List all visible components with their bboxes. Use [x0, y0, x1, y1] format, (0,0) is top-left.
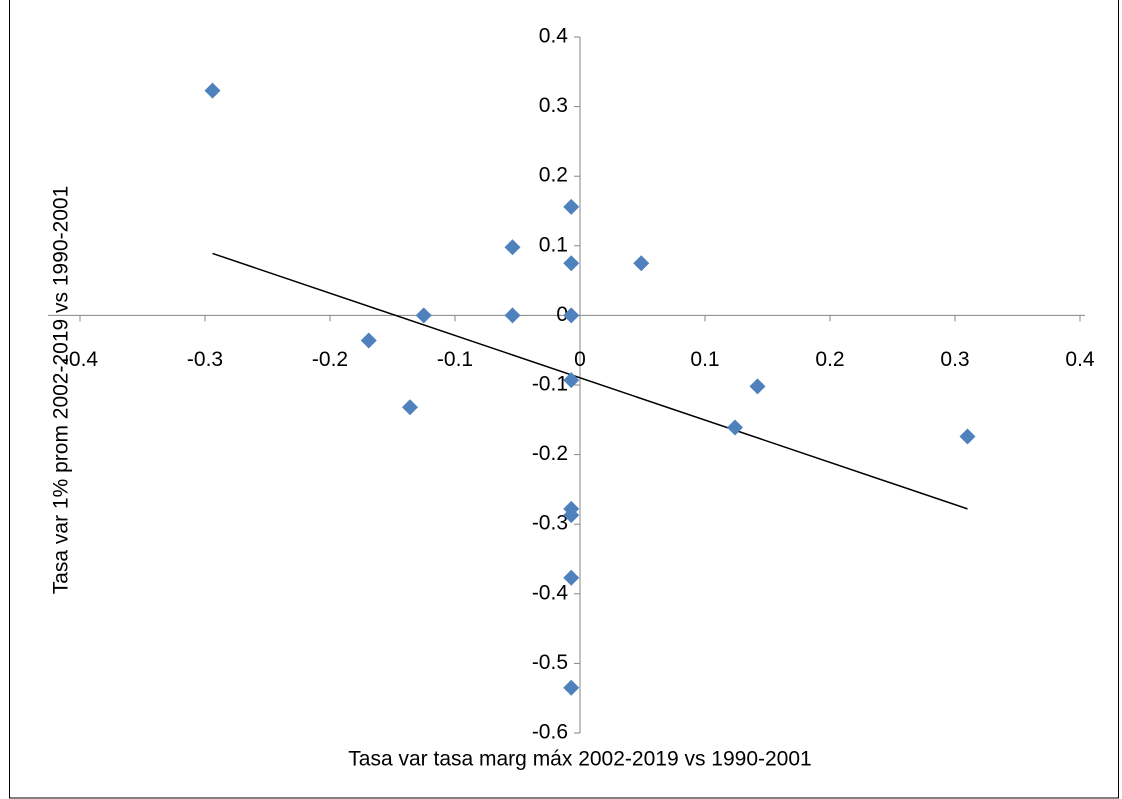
- data-point: [563, 372, 580, 389]
- y-tick-label: -0.2: [532, 442, 568, 465]
- data-point: [402, 399, 418, 416]
- chart-border: [9, 0, 1119, 799]
- data-point: [959, 428, 976, 445]
- x-tick-label: 0.4: [1065, 348, 1095, 371]
- x-tick-label: 0.1: [690, 348, 719, 371]
- y-axis-title: Tasa var 1% prom 2002-2019 vs 1990-2001: [50, 186, 73, 595]
- x-tick-label: 0.3: [940, 348, 969, 371]
- y-tick-label: 0.2: [539, 164, 568, 187]
- x-tick-label: 0: [574, 348, 586, 371]
- trendline: [212, 252, 968, 510]
- y-tick-label: -0.1: [532, 373, 568, 396]
- y-tick-label: -0.3: [532, 512, 568, 535]
- y-tick-label: -0.5: [532, 651, 568, 674]
- y-tick-label: -0.4: [532, 581, 569, 604]
- x-tick-label: -0.1: [437, 348, 473, 371]
- data-point: [204, 82, 221, 99]
- data-point: [563, 679, 580, 696]
- y-tick-label: -0.6: [532, 721, 568, 744]
- x-tick-label: -0.3: [187, 348, 223, 371]
- data-point: [563, 198, 580, 215]
- x-axis-title: Tasa var tasa marg máx 2002-2019 vs 1990…: [348, 748, 811, 771]
- x-tick-label: -0.2: [312, 348, 348, 371]
- data-point: [504, 239, 521, 256]
- data-point: [727, 419, 743, 436]
- y-tick-label: 0: [556, 303, 568, 326]
- data-point: [504, 307, 521, 324]
- data-point: [563, 507, 580, 524]
- data-point: [633, 255, 650, 272]
- data-point: [749, 378, 766, 395]
- data-point: [563, 255, 580, 272]
- y-tick-label: 0.3: [539, 94, 568, 117]
- y-tick-label: 0.4: [539, 25, 569, 48]
- data-point: [563, 307, 580, 324]
- y-tick-label: 0.1: [539, 233, 568, 256]
- data-point: [563, 569, 580, 586]
- data-point: [360, 332, 377, 349]
- data-point: [415, 307, 432, 324]
- x-tick-label: 0.2: [815, 348, 844, 371]
- x-tick-label: -0.4: [62, 348, 99, 371]
